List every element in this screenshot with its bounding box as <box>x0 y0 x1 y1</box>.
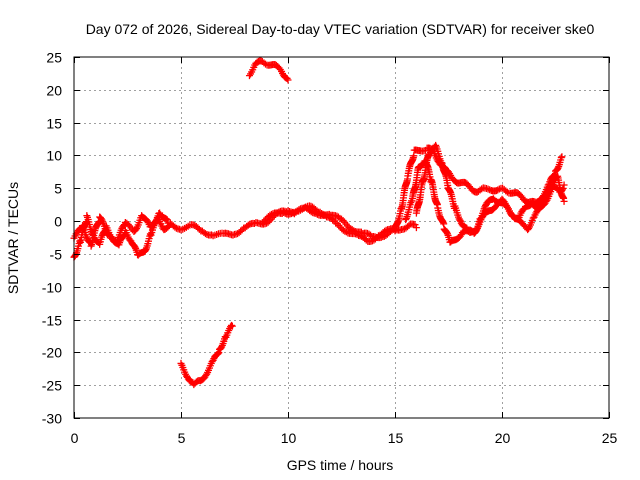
plus-marker <box>405 221 413 229</box>
plus-marker <box>260 217 268 225</box>
y-axis-label: SDTVAR / TECUs <box>5 182 21 294</box>
plus-marker <box>163 216 171 224</box>
plus-marker <box>558 153 566 161</box>
plus-marker <box>152 217 160 225</box>
y-tick-label: 15 <box>46 116 62 132</box>
plus-marker <box>289 209 297 217</box>
plus-marker <box>201 230 209 238</box>
plus-marker <box>338 215 345 223</box>
plus-marker <box>517 192 525 200</box>
plus-marker <box>381 227 389 235</box>
y-tick-label: -25 <box>42 378 62 394</box>
y-tick-label: -30 <box>42 411 62 427</box>
series-trace-f <box>245 57 292 84</box>
x-tick-label: 15 <box>388 430 404 446</box>
plus-marker <box>208 358 216 366</box>
y-tick-label: -10 <box>42 280 62 296</box>
plus-marker <box>266 211 274 219</box>
plus-marker <box>245 72 253 80</box>
x-tick-label: 0 <box>71 430 79 446</box>
plus-marker <box>172 224 180 232</box>
plus-marker <box>295 206 303 214</box>
x-tick-label: 5 <box>178 430 186 446</box>
plus-marker <box>336 223 344 231</box>
grid-lines <box>74 57 609 418</box>
plus-marker <box>213 230 221 238</box>
chart-title: Day 072 of 2026, Sidereal Day-to-day VTE… <box>86 21 595 37</box>
data-marks <box>70 57 568 389</box>
plus-marker <box>284 76 292 84</box>
plus-marker <box>262 60 270 68</box>
x-axis-label: GPS time / hours <box>287 457 394 473</box>
plus-marker <box>218 343 226 351</box>
plus-marker <box>329 216 337 224</box>
plus-marker <box>213 350 221 358</box>
plus-marker <box>280 208 288 216</box>
plus-marker <box>560 197 568 205</box>
plus-marker <box>456 232 464 240</box>
plus-marker <box>228 322 236 330</box>
plus-marker <box>371 235 379 243</box>
plus-marker <box>525 224 533 232</box>
plus-marker <box>412 224 420 232</box>
y-tick-label: -15 <box>42 313 62 329</box>
plus-marker <box>539 198 547 206</box>
plus-marker <box>503 188 511 196</box>
x-tick-labels: 0 5 10 15 20 25 <box>71 430 618 446</box>
plus-marker <box>194 224 202 232</box>
plus-marker <box>275 64 283 72</box>
y-tick-label: 10 <box>46 148 62 164</box>
y-tick-label: 20 <box>46 83 62 99</box>
y-tick-label: 0 <box>54 214 62 230</box>
plus-marker <box>143 217 151 225</box>
plus-marker <box>132 225 140 233</box>
plus-marker <box>362 236 370 244</box>
y-tick-label: -5 <box>50 247 63 263</box>
plus-marker <box>244 221 252 229</box>
y-tick-label: 25 <box>46 50 62 66</box>
plus-marker <box>321 212 329 220</box>
x-tick-label: 20 <box>495 430 511 446</box>
plus-marker <box>267 210 275 218</box>
plus-marker <box>367 231 375 239</box>
series-trace-i <box>412 141 568 237</box>
plus-marker <box>97 215 105 223</box>
plot-frame <box>73 56 610 419</box>
plus-marker <box>162 215 170 223</box>
plus-marker <box>342 228 350 236</box>
x-tick-label: 10 <box>281 430 297 446</box>
plus-marker <box>261 216 269 224</box>
plus-marker <box>229 231 237 239</box>
y-tick-labels: -30 -25 -20 -15 -10 -5 0 5 10 15 20 25 <box>42 50 62 427</box>
series-trace-e <box>177 321 236 389</box>
plus-marker <box>258 219 266 227</box>
plus-marker <box>227 321 235 329</box>
plus-marker <box>312 209 320 217</box>
plus-marker <box>237 227 245 235</box>
plus-marker <box>221 333 229 341</box>
plus-marker <box>307 208 315 216</box>
series-trace-b <box>70 209 172 250</box>
plus-marker <box>215 349 223 357</box>
plus-marker <box>494 186 502 194</box>
axis-ticks <box>74 57 610 419</box>
y-tick-label: -20 <box>42 345 62 361</box>
x-tick-label: 25 <box>602 430 618 446</box>
y-tick-label: 5 <box>54 181 62 197</box>
plus-marker <box>353 230 361 238</box>
plus-marker <box>543 192 551 200</box>
plus-marker <box>432 141 440 149</box>
plus-marker <box>396 226 404 234</box>
plus-marker <box>214 350 222 358</box>
plus-marker <box>283 74 291 82</box>
series-trace-d <box>258 203 420 245</box>
plus-marker <box>339 226 347 234</box>
plus-marker <box>540 198 548 206</box>
